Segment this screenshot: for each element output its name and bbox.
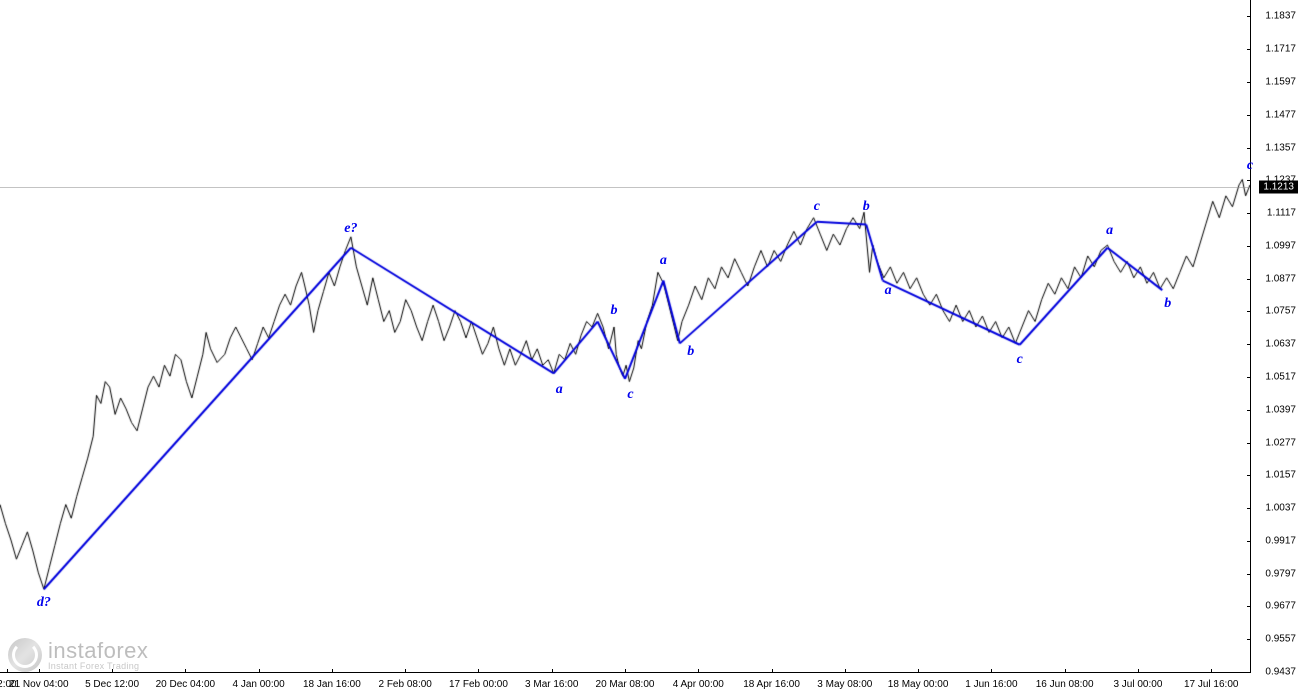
x-axis-tick: 1 Jun 16:00 xyxy=(965,679,1017,690)
wave-label: e? xyxy=(344,221,357,237)
current-price-line xyxy=(0,187,1250,188)
y-axis-tick: 1.0877 xyxy=(1265,273,1296,284)
x-axis-tick: 16 Jun 08:00 xyxy=(1036,679,1094,690)
wave-label: a xyxy=(1106,223,1113,239)
current-price-label: 1.1213 xyxy=(1259,180,1298,193)
wave-label: b xyxy=(1164,296,1171,312)
x-axis-tick: 17 Jul 16:00 xyxy=(1184,679,1239,690)
wave-label: c xyxy=(814,199,820,215)
y-axis-tick: 1.0517 xyxy=(1265,371,1296,382)
wave-label: c xyxy=(1017,352,1023,368)
x-axis-tick: 4 Jan 00:00 xyxy=(232,679,284,690)
y-axis: 1.18371.17171.15971.14771.13571.12371.11… xyxy=(1250,0,1300,672)
y-axis-tick: 1.1837 xyxy=(1265,11,1296,22)
y-axis-tick: 0.9557 xyxy=(1265,634,1296,645)
x-axis: 2:0021 Nov 04:005 Dec 12:0020 Dec 04:004… xyxy=(0,672,1250,700)
wave-label: b xyxy=(687,344,694,360)
wave-label: c xyxy=(627,387,633,403)
y-axis-tick: 0.9797 xyxy=(1265,568,1296,579)
y-axis-tick: 1.1357 xyxy=(1265,142,1296,153)
wave-label: c xyxy=(1247,158,1253,174)
x-axis-tick: 3 Mar 16:00 xyxy=(525,679,578,690)
y-axis-tick: 1.1717 xyxy=(1265,44,1296,55)
x-axis-tick: 2 Feb 08:00 xyxy=(378,679,431,690)
watermark-brand: instaforex xyxy=(48,640,148,662)
wave-label: a xyxy=(660,253,667,269)
wave-label: d? xyxy=(37,595,51,611)
x-axis-tick: 17 Feb 00:00 xyxy=(449,679,508,690)
wave-label: b xyxy=(611,303,618,319)
chart-container: 1.18371.17171.15971.14771.13571.12371.11… xyxy=(0,0,1300,700)
x-axis-tick: 3 May 08:00 xyxy=(817,679,872,690)
y-axis-tick: 1.0757 xyxy=(1265,306,1296,317)
x-axis-tick: 20 Mar 08:00 xyxy=(596,679,655,690)
y-axis-tick: 0.9437 xyxy=(1265,667,1296,678)
y-axis-tick: 0.9677 xyxy=(1265,601,1296,612)
x-axis-tick: 18 May 00:00 xyxy=(888,679,949,690)
x-axis-tick: 21 Nov 04:00 xyxy=(9,679,69,690)
watermark: instaforex Instant Forex Trading xyxy=(8,638,148,672)
x-axis-tick: 5 Dec 12:00 xyxy=(85,679,139,690)
x-axis-tick: 18 Jan 16:00 xyxy=(303,679,361,690)
y-axis-tick: 1.0397 xyxy=(1265,404,1296,415)
x-axis-tick: 20 Dec 04:00 xyxy=(156,679,216,690)
watermark-logo-icon xyxy=(8,638,42,672)
y-axis-tick: 1.0037 xyxy=(1265,503,1296,514)
y-axis-tick: 1.1117 xyxy=(1267,208,1296,219)
y-axis-tick: 1.0997 xyxy=(1265,240,1296,251)
y-axis-tick: 1.0637 xyxy=(1265,339,1296,350)
wave-label: b xyxy=(863,199,870,215)
wave-label: a xyxy=(885,283,892,299)
x-axis-tick: 3 Jul 00:00 xyxy=(1113,679,1162,690)
y-axis-tick: 1.0277 xyxy=(1265,437,1296,448)
price-chart-canvas xyxy=(0,0,1250,672)
x-axis-tick: 18 Apr 16:00 xyxy=(743,679,800,690)
y-axis-tick: 1.0157 xyxy=(1265,470,1296,481)
y-axis-tick: 1.1597 xyxy=(1265,76,1296,87)
y-axis-tick: 1.1477 xyxy=(1265,109,1296,120)
x-axis-tick: 4 Apr 00:00 xyxy=(673,679,724,690)
watermark-tagline: Instant Forex Trading xyxy=(48,662,148,671)
y-axis-tick: 0.9917 xyxy=(1265,535,1296,546)
wave-label: a xyxy=(556,382,563,398)
